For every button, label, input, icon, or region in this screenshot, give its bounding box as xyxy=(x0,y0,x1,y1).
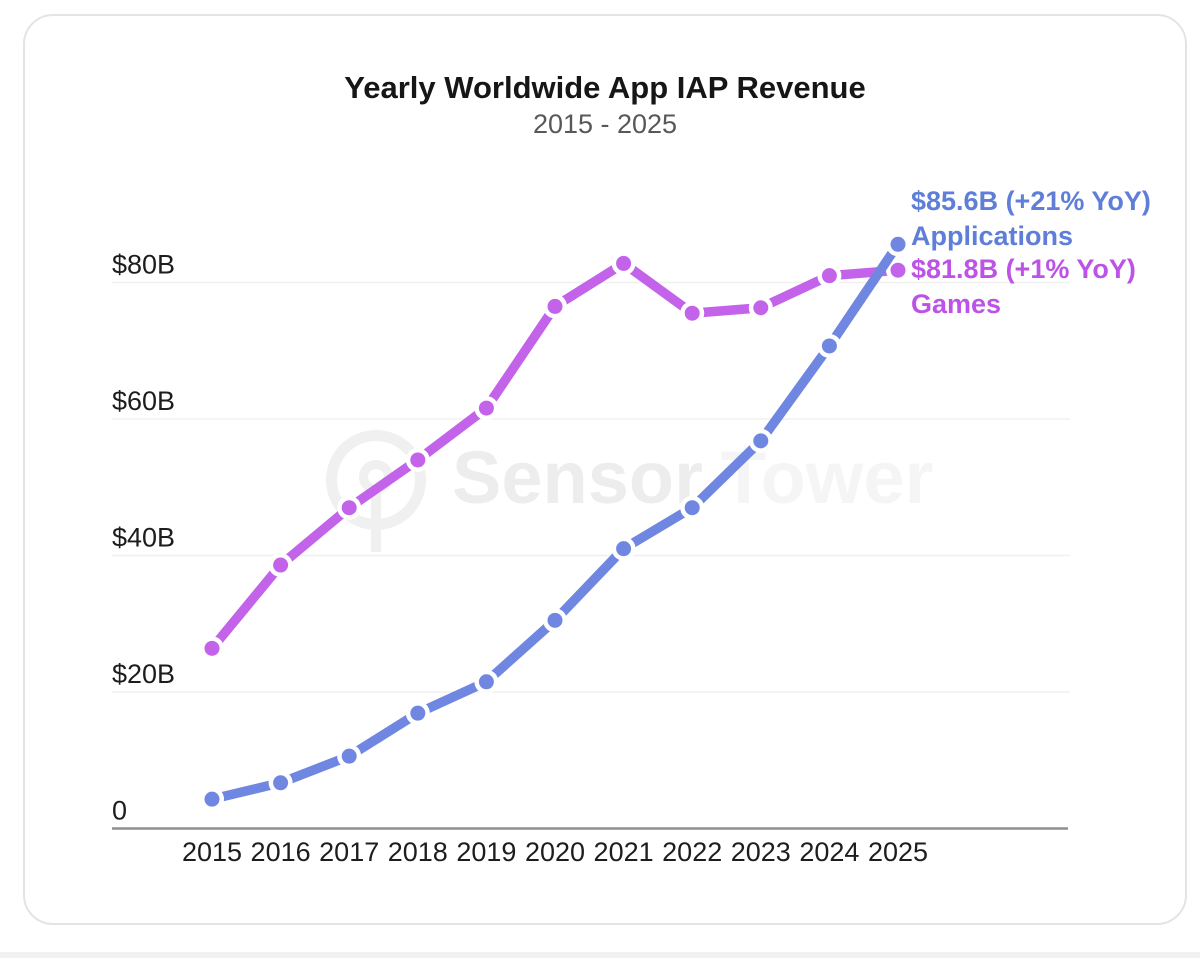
data-point-games-2022 xyxy=(684,305,700,321)
annotation-applications: $85.6B (+21% YoY) Applications xyxy=(911,184,1151,254)
y-tick-label: $40B xyxy=(112,523,175,553)
applications-final-value: $85.6B (+21% YoY) xyxy=(911,186,1151,216)
data-point-applications-2015 xyxy=(204,791,220,807)
data-point-applications-2024 xyxy=(821,338,837,354)
applications-series-label: Applications xyxy=(911,221,1074,251)
x-tick-label: 2024 xyxy=(799,837,859,867)
x-tick-label: 2022 xyxy=(662,837,722,867)
games-series-label: Games xyxy=(911,289,1002,319)
data-point-games-2024 xyxy=(821,268,837,284)
x-tick-label: 2015 xyxy=(182,837,242,867)
data-point-applications-2019 xyxy=(478,674,494,690)
chart-subtitle: 2015 - 2025 xyxy=(532,109,678,139)
data-point-games-2023 xyxy=(753,300,769,316)
x-tick-label: 2016 xyxy=(251,837,311,867)
y-tick-label: $60B xyxy=(112,386,175,416)
y-tick-label: $20B xyxy=(112,659,175,689)
series-line-applications xyxy=(207,239,903,804)
y-tick-label: $80B xyxy=(112,250,175,280)
next-section-edge xyxy=(0,952,1200,958)
watermark-word-sensor: Sensor xyxy=(452,436,703,519)
x-tick-label: 2019 xyxy=(456,837,516,867)
data-point-applications-2020 xyxy=(547,612,563,628)
data-point-applications-2021 xyxy=(616,541,632,557)
chart-title: Yearly Worldwide App IAP Revenue xyxy=(344,70,866,105)
x-tick-label: 2023 xyxy=(731,837,791,867)
annotation-games: $81.8B (+1% YoY) Games xyxy=(911,252,1136,322)
data-point-applications-2016 xyxy=(273,775,289,791)
sensor-tower-logo-stem xyxy=(371,490,381,552)
data-point-applications-2017 xyxy=(341,748,357,764)
data-point-games-2019 xyxy=(478,400,494,416)
x-tick-label: 2020 xyxy=(525,837,585,867)
x-tick-label: 2018 xyxy=(388,837,448,867)
chart-card xyxy=(23,14,1187,925)
data-point-applications-2023 xyxy=(753,433,769,449)
x-tick-label: 2017 xyxy=(319,837,379,867)
x-tick-label: 2025 xyxy=(868,837,928,867)
data-point-games-2025 xyxy=(890,262,906,278)
data-point-applications-2025 xyxy=(890,236,906,252)
data-point-games-2018 xyxy=(410,452,426,468)
series-line-games xyxy=(207,258,903,654)
data-point-games-2015 xyxy=(204,640,220,656)
data-point-games-2016 xyxy=(273,557,289,573)
data-point-games-2020 xyxy=(547,298,563,314)
x-tick-label: 2021 xyxy=(594,837,654,867)
data-point-applications-2018 xyxy=(410,705,426,721)
games-final-value: $81.8B (+1% YoY) xyxy=(911,254,1136,284)
data-point-applications-2022 xyxy=(684,500,700,516)
data-point-games-2021 xyxy=(616,255,632,271)
y-tick-label: 0 xyxy=(112,796,127,826)
data-point-games-2017 xyxy=(341,500,357,516)
